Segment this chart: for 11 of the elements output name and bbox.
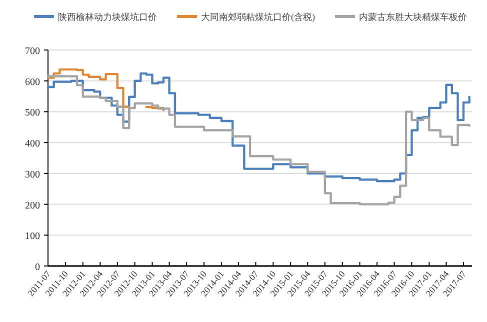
legend-label: 大同南郊弱粘煤坑口价(含税) [201, 12, 315, 22]
legend-label: 内蒙古东胜大块精煤车板价 [359, 12, 467, 22]
y-tick-label: 200 [25, 200, 40, 212]
y-tick-label: 300 [25, 169, 40, 180]
y-tick-label: 400 [25, 138, 40, 150]
y-tick-label: 500 [25, 108, 40, 119]
y-tick-label: 700 [25, 46, 40, 57]
y-tick-label: 600 [25, 76, 40, 88]
legend-label: 陕西榆林动力块煤坑口价 [58, 12, 157, 22]
y-tick-label: 100 [25, 231, 40, 242]
y-tick-label: 0 [35, 262, 40, 273]
